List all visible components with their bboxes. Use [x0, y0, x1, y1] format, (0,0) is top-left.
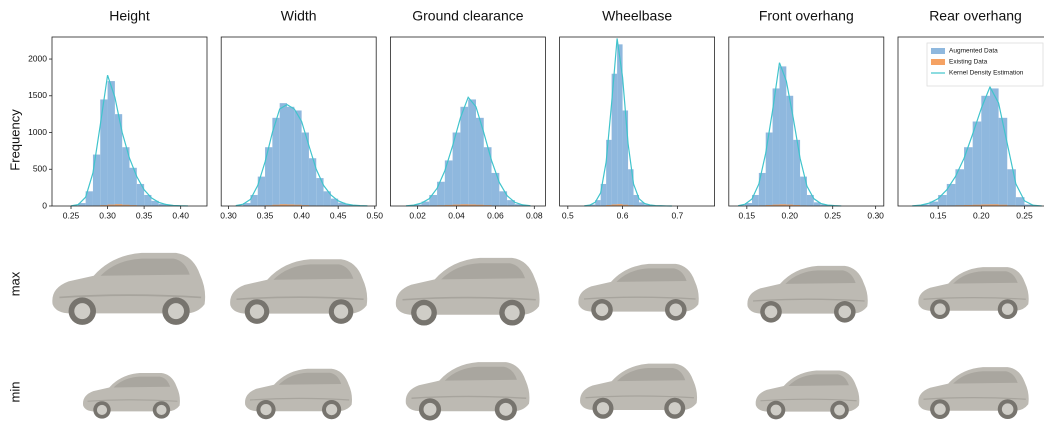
histogram-bar — [272, 118, 279, 206]
y-tick-label: 2000 — [28, 53, 47, 63]
x-tick-label: 0.15 — [739, 210, 756, 220]
x-tick-label: 0.35 — [257, 210, 274, 220]
panel-title: Height — [109, 8, 150, 24]
y-tick-label: 1500 — [28, 90, 47, 100]
panel: Height 0.25 0.30 0.35 0.40 0 500 1000 1500 2000 — [28, 8, 207, 221]
row-label: max — [7, 271, 22, 296]
panel: Front overhang 0.15 0.20 0.25 0.30 — [729, 8, 884, 221]
panel: Rear overhang 0.15 0.20 0.25 Augmented Data E… — [898, 8, 1044, 221]
legend-label: Existing Data — [949, 59, 988, 66]
x-tick-label: 0.7 — [671, 210, 683, 220]
axes-frame — [560, 37, 715, 206]
histogram-bar — [280, 103, 287, 206]
car-render — [245, 369, 352, 419]
x-tick-label: 0.6 — [617, 210, 629, 220]
panel: Ground clearance 0.02 0.04 0.06 0.08 — [390, 8, 545, 221]
y-axis-label: Frequency — [7, 109, 22, 171]
histogram-bar — [623, 110, 628, 206]
panel-title: Ground clearance — [412, 8, 524, 24]
car-render — [918, 367, 1028, 419]
x-tick-label: 0.25 — [1016, 210, 1033, 220]
histogram-bar — [1007, 169, 1016, 206]
x-tick-label: 0.02 — [409, 210, 426, 220]
legend: Augmented Data Existing Data Kernel Densit… — [927, 43, 1043, 86]
car-render — [52, 253, 205, 325]
histogram-bar — [476, 118, 484, 206]
car-render — [747, 266, 867, 323]
page: Frequency max min Height 0.25 0.30 0.35 0.40… — [0, 0, 1044, 427]
histogram-bar — [973, 122, 982, 207]
x-tick-label: 0.30 — [220, 210, 237, 220]
x-tick-label: 0.45 — [330, 210, 347, 220]
x-tick-label: 0.08 — [526, 210, 543, 220]
y-tick-label: 0 — [42, 200, 47, 210]
car-renders — [52, 253, 1028, 421]
histogram-bar — [981, 96, 990, 206]
x-tick-label: 0.5 — [562, 210, 574, 220]
y-tick-label: 1000 — [28, 127, 47, 137]
legend-swatch — [931, 59, 945, 65]
histogram-bar — [460, 107, 468, 206]
x-tick-label: 0.25 — [63, 210, 80, 220]
car-render — [918, 267, 1028, 319]
x-tick-label: 0.40 — [293, 210, 310, 220]
panel-title: Width — [281, 8, 317, 24]
histogram-bar — [468, 99, 476, 206]
car-render — [578, 264, 698, 321]
car-render — [230, 259, 367, 324]
x-tick-label: 0.15 — [930, 210, 947, 220]
x-tick-label: 0.40 — [172, 210, 189, 220]
panel-title: Front overhang — [759, 8, 854, 24]
panel: Wheelbase 0.5 0.6 0.7 — [560, 8, 715, 221]
panel: Width 0.30 0.35 0.40 0.45 0.50 — [220, 8, 383, 221]
car-render — [580, 364, 697, 419]
car-render — [83, 373, 180, 419]
x-tick-label: 0.20 — [973, 210, 990, 220]
panel-title: Wheelbase — [602, 8, 672, 24]
car-render — [396, 258, 540, 326]
car-render — [756, 371, 860, 420]
x-tick-label: 0.25 — [824, 210, 841, 220]
panel-title: Rear overhang — [929, 8, 1022, 24]
x-tick-label: 0.04 — [448, 210, 465, 220]
histogram-bar — [999, 118, 1008, 206]
x-tick-label: 0.50 — [366, 210, 383, 220]
x-tick-label: 0.30 — [99, 210, 116, 220]
x-tick-label: 0.30 — [867, 210, 884, 220]
histogram-bar — [294, 110, 301, 206]
legend-label: Augmented Data — [949, 48, 998, 55]
histogram-bar — [990, 88, 999, 206]
row-label: min — [7, 382, 22, 403]
x-tick-label: 0.06 — [487, 210, 504, 220]
histogram-bar — [108, 81, 115, 206]
histogram-bar — [287, 107, 294, 206]
x-tick-label: 0.20 — [781, 210, 798, 220]
car-render — [406, 362, 530, 420]
y-tick-label: 500 — [33, 164, 47, 174]
figure: Frequency max min Height 0.25 0.30 0.35 0.40… — [0, 0, 1044, 427]
x-tick-label: 0.35 — [136, 210, 153, 220]
legend-swatch — [931, 48, 945, 54]
legend-label: Kernel Density Estimation — [949, 70, 1024, 77]
histogram-bar — [779, 66, 786, 206]
